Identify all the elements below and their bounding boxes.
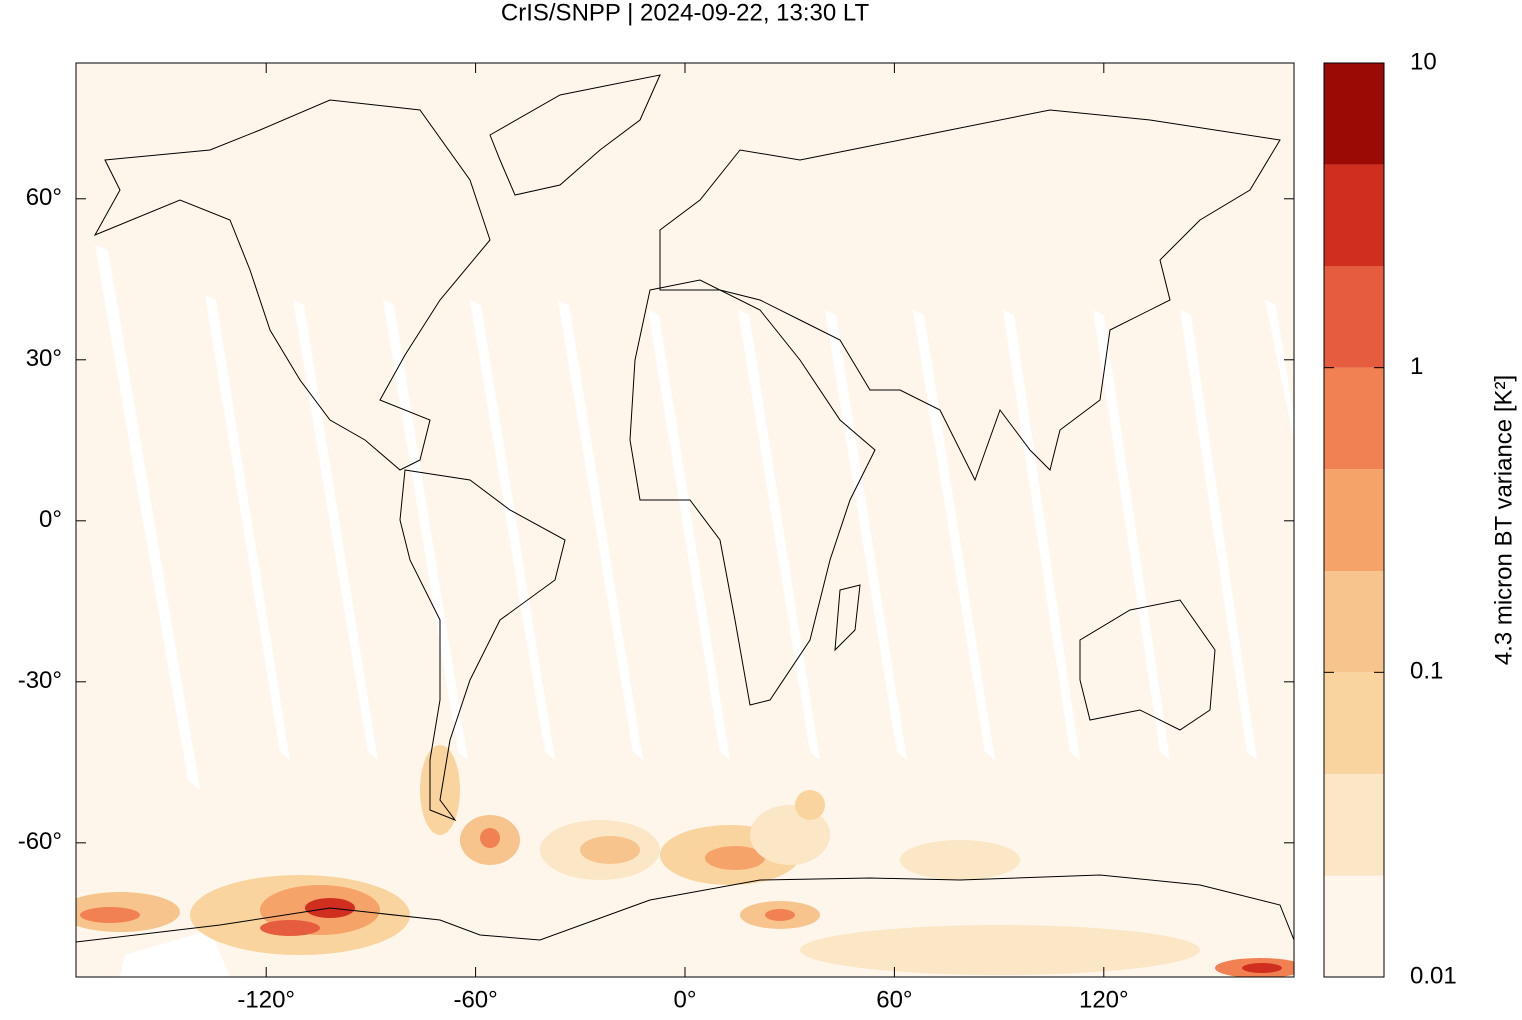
y-tick-label: 30° — [26, 345, 62, 372]
colorbar-segment — [1324, 469, 1384, 572]
data-gaps — [95, 245, 1294, 977]
colorbar-segment — [1324, 672, 1384, 774]
colorbar-label: 4.3 micron BT variance [K²] — [1490, 375, 1517, 665]
y-tick-label: -60° — [18, 828, 62, 855]
x-tick-label: 60° — [876, 986, 912, 1013]
colorbar-segment — [1324, 367, 1384, 470]
colorbar-segment — [1324, 63, 1384, 165]
x-tick-label: 120° — [1079, 986, 1129, 1013]
x-tick-label: -60° — [453, 986, 497, 1013]
colorbar-segment — [1324, 875, 1384, 977]
colorbar-tick-label: 0.1 — [1410, 658, 1443, 685]
colorbar-segment — [1324, 164, 1384, 267]
map-field — [76, 74, 1294, 977]
y-tick-label: 60° — [26, 184, 62, 211]
colorbar-segment — [1324, 571, 1384, 673]
x-tick-label: -120° — [237, 986, 295, 1013]
y-tick-label: -30° — [18, 667, 62, 694]
coastlines — [76, 74, 1294, 943]
x-tick-label: 0° — [674, 986, 697, 1013]
colorbar-tick-label: 10 — [1410, 48, 1437, 75]
chart-title: CrIS/SNPP | 2024-09-22, 13:30 LT — [501, 0, 870, 26]
colorbar-tick-label: 1 — [1410, 353, 1423, 380]
colorbar-frame — [1323, 62, 1385, 978]
y-tick-label: 0° — [39, 506, 62, 533]
colorbar-tick-label: 0.01 — [1410, 962, 1457, 989]
colorbar-segment — [1324, 266, 1384, 368]
colorbar-segment — [1324, 773, 1384, 876]
